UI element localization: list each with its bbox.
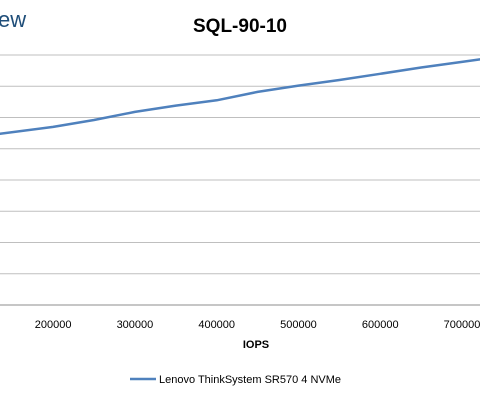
x-tick-label: 700000 [444,319,480,331]
x-tick-label: 500000 [280,319,317,331]
x-axis-label: IOPS [243,339,269,351]
x-tick-label: 300000 [117,319,154,331]
x-tick-label: 200000 [35,319,72,331]
logo-text: ew [0,7,26,32]
series-lines [0,58,480,136]
legend-entry: Lenovo ThinkSystem SR570 4 NVMe [159,374,341,386]
legend: Lenovo ThinkSystem SR570 4 NVMe [130,374,341,386]
x-tick-label: 400000 [198,319,235,331]
series-line [0,58,480,136]
x-tick-labels: 200000 300000 400000 500000 600000 700000 [35,319,480,331]
gridlines [0,54,480,306]
x-tick-label: 600000 [362,319,399,331]
chart-title: SQL-90-10 [193,16,287,37]
